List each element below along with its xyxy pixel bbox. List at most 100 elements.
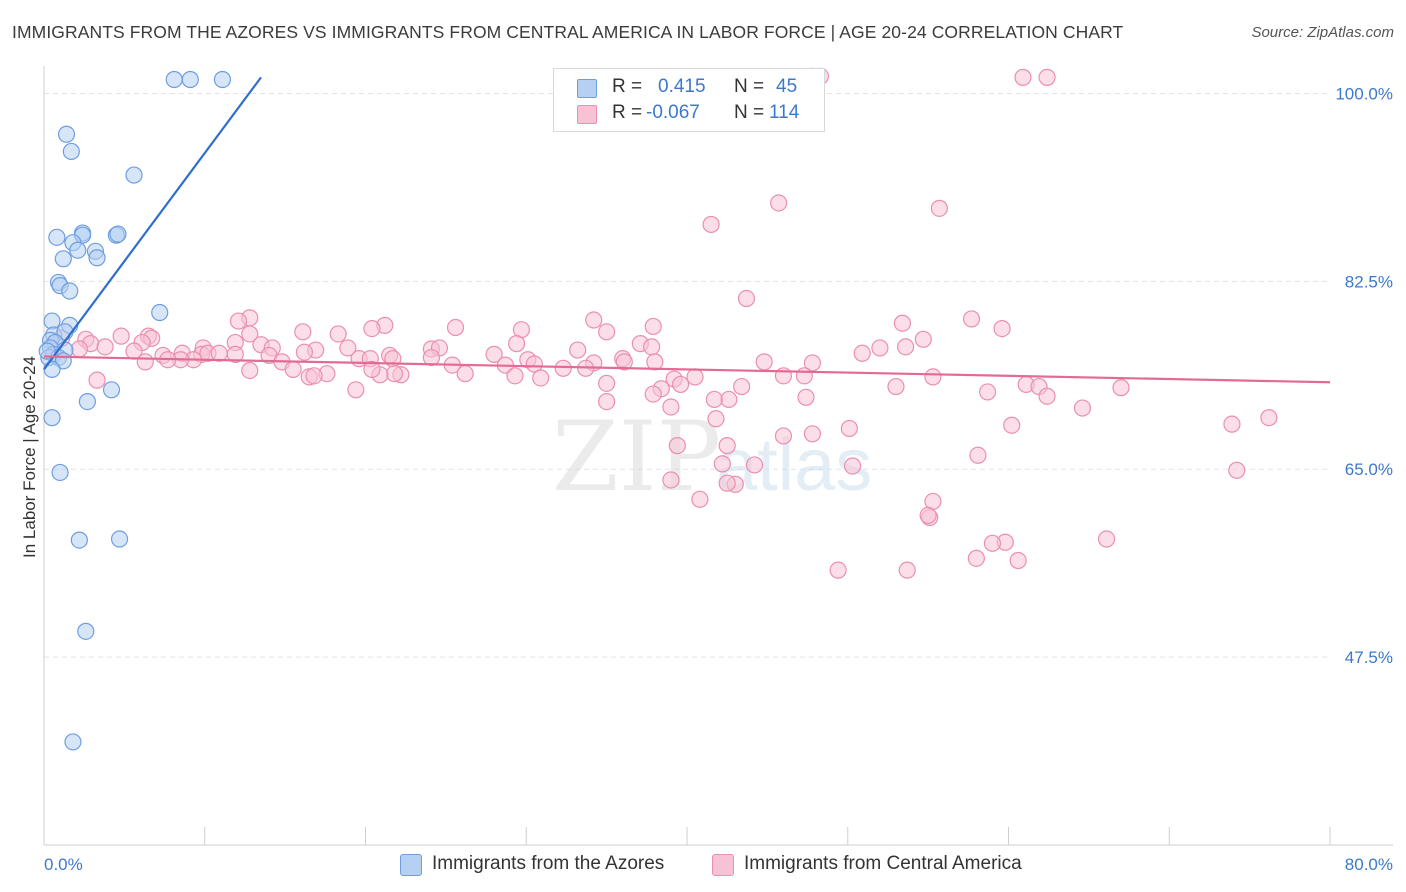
central-america-point <box>1260 409 1278 427</box>
azores-point <box>70 531 88 549</box>
central-america-point <box>718 437 736 455</box>
trend-layer <box>43 76 1331 384</box>
azores-point <box>54 250 72 268</box>
central-america-point <box>646 353 664 371</box>
central-america-point <box>829 561 847 579</box>
central-america-point <box>241 361 259 380</box>
central-america-point <box>897 338 915 356</box>
stats-n-value: 114 <box>769 102 800 123</box>
central-america-point <box>1112 379 1130 397</box>
central-america-point <box>962 310 981 328</box>
central-america-point <box>422 348 441 367</box>
central-america-point <box>774 427 793 445</box>
central-america-point <box>112 327 130 345</box>
azores-point <box>51 463 69 482</box>
central-america-point <box>96 338 114 356</box>
azores-point <box>43 409 61 427</box>
central-america-point <box>598 392 616 411</box>
central-america-point <box>737 289 756 308</box>
central-america-point <box>329 325 347 343</box>
central-america-point <box>506 367 524 385</box>
azores-point <box>109 225 127 243</box>
central-america-point <box>914 330 932 348</box>
central-america-point <box>707 410 725 428</box>
stats-n-label: N = <box>734 76 765 97</box>
central-america-point <box>1003 416 1021 434</box>
central-america-point <box>1097 530 1116 548</box>
x-tick-label-max: 80.0% <box>1345 855 1393 874</box>
central-america-point <box>871 339 889 357</box>
legend-label-central-america: Immigrants from Central America <box>744 853 1022 874</box>
azores-point <box>77 622 95 640</box>
azores-point <box>62 142 80 161</box>
central-america-point <box>969 446 987 464</box>
central-america-point <box>930 199 948 217</box>
stats-box: R = 0.415 N = 45 R = -0.067 N = 114 <box>553 68 825 132</box>
central-america-point <box>598 323 616 341</box>
y-tick-label: 47.5% <box>1345 648 1393 667</box>
central-america-point <box>88 371 106 389</box>
central-america-point <box>446 318 465 337</box>
central-america-point <box>363 319 381 338</box>
azores-point <box>88 249 106 267</box>
central-america-point <box>1038 387 1056 405</box>
central-america-point <box>363 360 381 378</box>
azores-point <box>43 360 61 378</box>
central-america-point <box>755 353 773 371</box>
central-america-point <box>662 398 680 416</box>
central-america-point <box>713 455 731 473</box>
central-america-point <box>691 490 709 508</box>
central-america-point <box>70 340 88 358</box>
azores-point <box>151 303 169 322</box>
central-america-point <box>305 367 323 385</box>
central-america-point <box>718 474 736 492</box>
central-america-point <box>295 343 314 361</box>
central-america-point <box>1009 551 1027 570</box>
central-america-point <box>924 368 942 386</box>
azores-point <box>165 70 183 89</box>
central-america-point <box>585 311 603 329</box>
azores-point <box>48 228 66 246</box>
stats-r-value: -0.067 <box>646 102 700 123</box>
legend-swatch-blue <box>400 854 422 876</box>
central-america-point <box>485 345 503 363</box>
stats-r-value: 0.415 <box>658 76 706 97</box>
central-america-point <box>705 390 723 409</box>
central-america-point <box>1223 415 1241 433</box>
central-america-point <box>284 360 302 378</box>
central-america-point <box>887 377 905 396</box>
source-credit: Source: ZipAtlas.com <box>1251 24 1394 41</box>
azores-point <box>125 166 143 184</box>
ticks-layer: 100.0% 82.5% 65.0% 47.5% 0.0% 80.0% <box>44 84 1393 874</box>
central-america-point <box>644 385 662 403</box>
central-america-point <box>671 375 690 394</box>
azores-point <box>213 70 232 89</box>
y-axis-label: In Labor Force | Age 20-24 <box>20 356 39 558</box>
central-america-point <box>797 388 815 406</box>
central-america-point <box>385 365 404 383</box>
central-america-point <box>339 339 357 357</box>
central-america-point <box>456 365 474 383</box>
central-america-point <box>136 353 154 371</box>
stats-swatch-pink <box>577 105 597 124</box>
central-america-point <box>840 419 858 438</box>
central-america-point <box>803 425 821 443</box>
central-america-point <box>967 549 985 567</box>
central-america-point <box>668 437 686 455</box>
azores-point <box>102 381 121 399</box>
azores-point <box>61 282 79 300</box>
central-america-point <box>745 456 764 474</box>
azores-point <box>69 241 87 259</box>
central-america-point <box>532 369 550 387</box>
central-america-point <box>1228 461 1246 479</box>
azores-point <box>64 733 82 751</box>
stats-n-label: N = <box>734 102 765 123</box>
central-america-point <box>1014 68 1032 86</box>
central-america-point <box>686 368 704 386</box>
azores-point <box>57 125 76 143</box>
y-tick-label: 65.0% <box>1345 460 1393 479</box>
central-america-point <box>241 325 259 343</box>
chart-title: IMMIGRANTS FROM THE AZORES VS IMMIGRANTS… <box>12 22 1124 42</box>
central-america-point <box>733 377 751 396</box>
